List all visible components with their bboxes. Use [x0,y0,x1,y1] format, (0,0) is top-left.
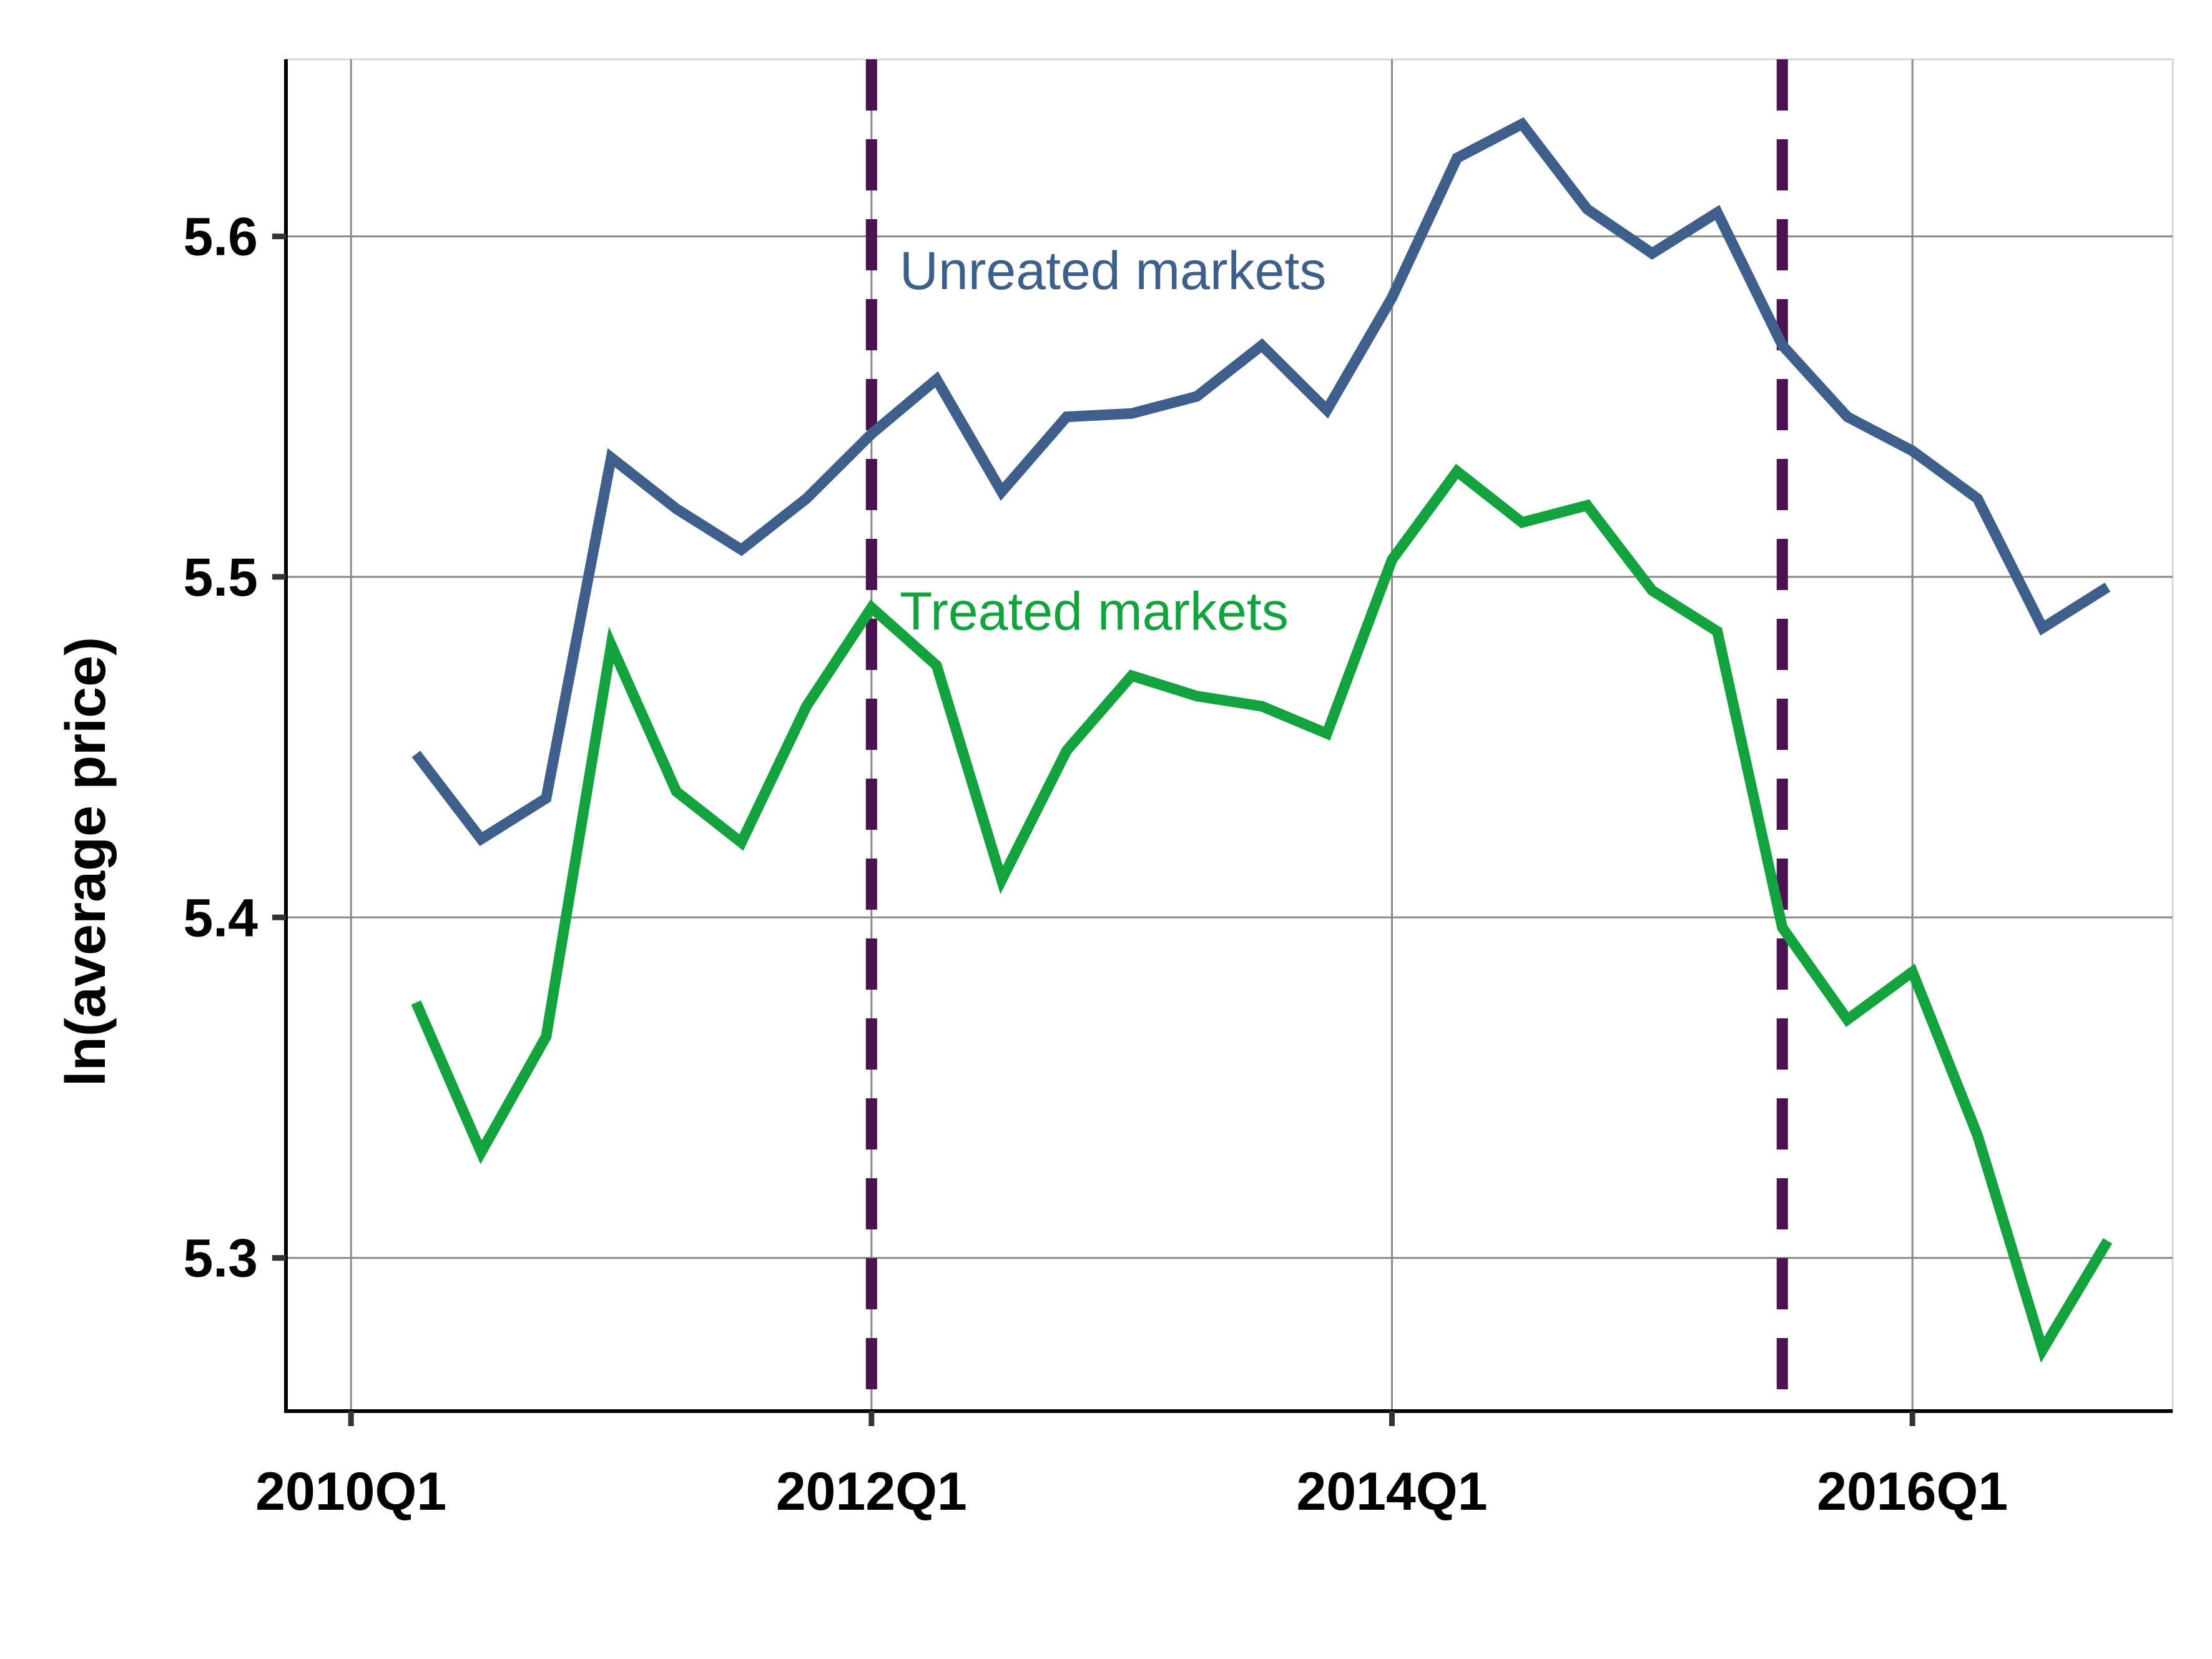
untreated-markets-annotation: Unreated markets [900,241,1327,301]
y-tick-label: 5.4 [183,888,258,948]
y-tick-label: 5.5 [183,548,258,608]
reference-lines [865,59,1788,1411]
x-tick-label: 2012Q1 [776,1462,967,1522]
y-tick-label: 5.6 [183,207,258,267]
x-tick-label: 2010Q1 [255,1462,446,1522]
y-tick-label: 5.3 [183,1229,258,1289]
y-axis-title: ln(average price) [55,637,117,1086]
untreated-series-line [411,117,2111,847]
x-tick-label: 2014Q1 [1296,1462,1487,1522]
series-lines [411,117,2113,1363]
axes [272,59,2173,1426]
treated-markets-annotation: Treated markets [900,581,1289,641]
labels: 5.3 5.4 5.5 5.6 2010Q1 2012Q1 2014Q1 2016Q1 Unre… [183,207,2008,1522]
x-tick-label: 2016Q1 [1817,1462,2008,1522]
treated-series-line [411,463,2113,1363]
